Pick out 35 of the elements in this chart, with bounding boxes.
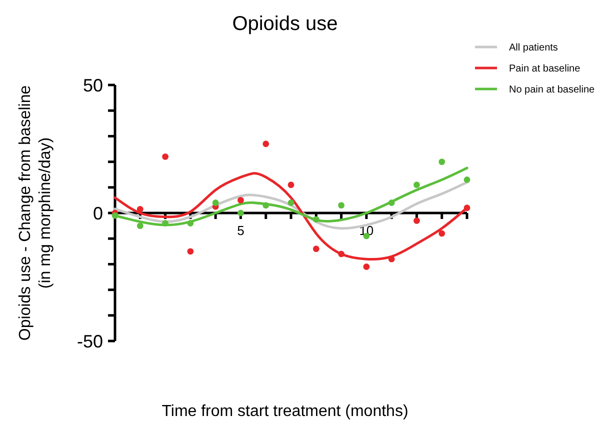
point	[338, 202, 344, 209]
point	[136, 206, 144, 212]
point	[162, 153, 168, 160]
point	[136, 222, 144, 229]
point	[438, 158, 446, 165]
y-tick-label: 50	[82, 75, 103, 96]
point	[262, 202, 270, 209]
point	[288, 182, 294, 188]
legend-label: No pain at baseline	[509, 84, 596, 96]
legend-label: Pain at baseline	[509, 64, 581, 74]
x-tick-label: 5	[237, 223, 244, 238]
point	[162, 220, 168, 226]
point	[438, 230, 446, 237]
chart-title: Opioids use	[232, 13, 338, 35]
point	[363, 264, 370, 270]
point	[262, 140, 270, 148]
point	[338, 250, 344, 258]
legend-label: All patients	[509, 42, 558, 54]
point	[238, 197, 244, 204]
point	[288, 200, 294, 206]
point	[212, 200, 219, 206]
point	[312, 246, 320, 252]
point	[388, 200, 395, 206]
point	[312, 216, 320, 223]
point	[464, 204, 470, 212]
point	[238, 210, 244, 216]
point	[187, 220, 194, 226]
point	[414, 217, 420, 224]
y-tick-label: 0	[92, 203, 103, 224]
y-axis-title: Opioids use - Change from baseline (in mg morphine/day)	[17, 85, 54, 341]
point	[187, 248, 194, 255]
x-axis-title: Time from start treatment (months)	[162, 403, 408, 420]
y-tick-label: -50	[76, 331, 103, 352]
point	[464, 176, 470, 183]
point	[414, 182, 420, 188]
